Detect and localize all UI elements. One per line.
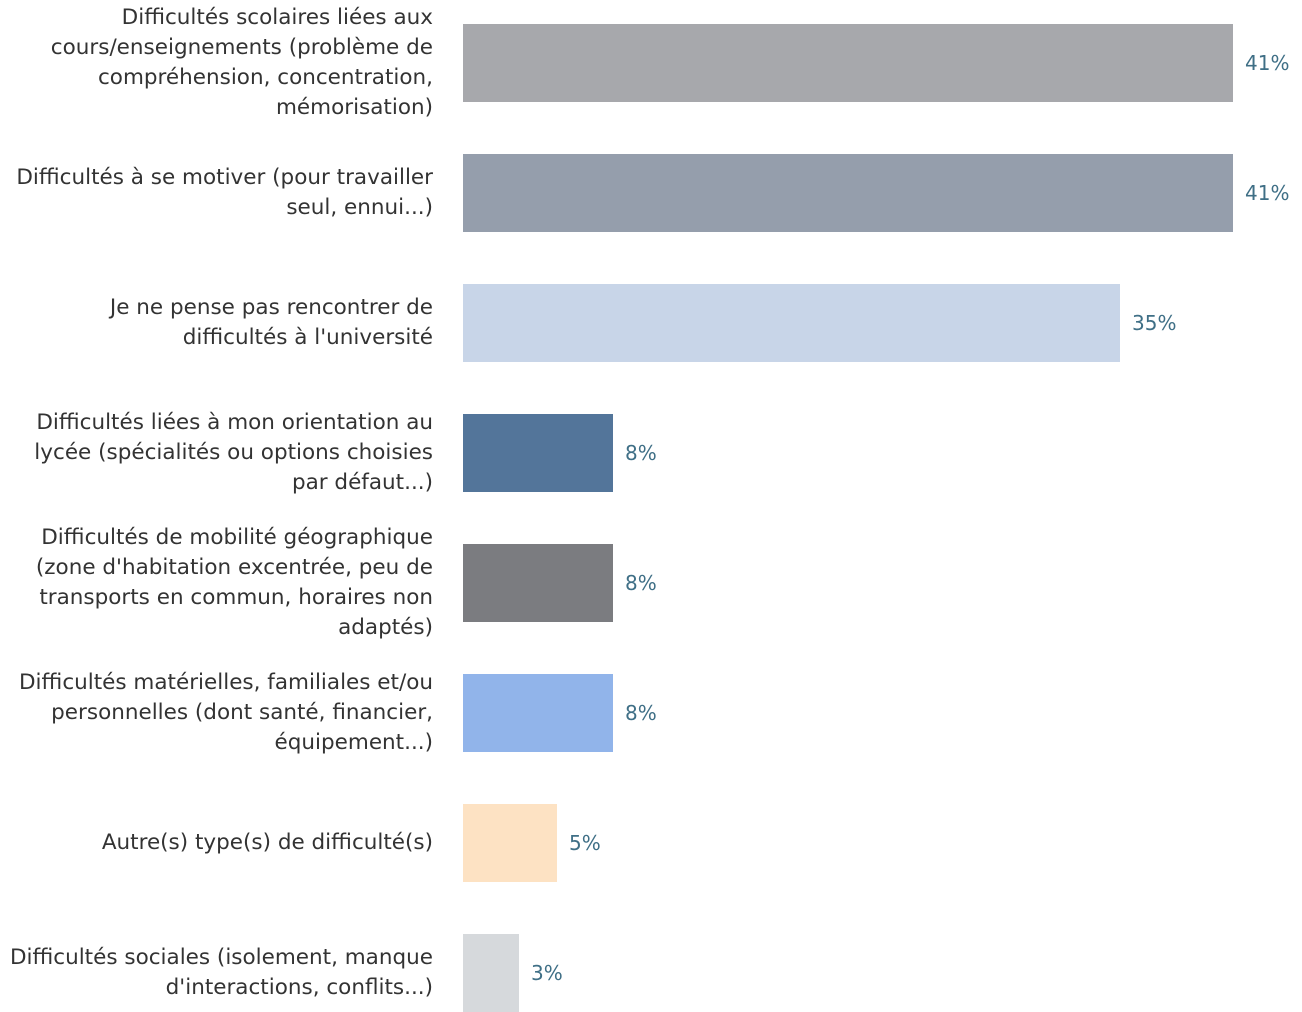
category-label: Difficultés sociales (isolement, manque … (9, 945, 433, 1000)
bar (463, 804, 557, 882)
value-label: 8% (625, 441, 657, 465)
value-label: 5% (569, 831, 601, 855)
value-label: 41% (1245, 181, 1290, 205)
category-label: Difficultés matérielles, familiales et/o… (19, 670, 433, 755)
category-label: Difficultés scolaires liées aux cours/en… (50, 5, 433, 120)
bar (463, 284, 1120, 362)
value-label: 41% (1245, 51, 1290, 75)
value-label: 35% (1132, 311, 1177, 335)
bar (463, 544, 613, 622)
bar (463, 24, 1233, 102)
bar (463, 934, 519, 1012)
category-label: Je ne pense pas rencontrer de difficulté… (109, 295, 433, 350)
category-label: Autre(s) type(s) de difficulté(s) (101, 830, 433, 855)
bar (463, 154, 1233, 232)
bar (463, 674, 613, 752)
category-label: Difficultés de mobilité géographique (zo… (35, 525, 433, 640)
value-label: 8% (625, 701, 657, 725)
bar (463, 414, 613, 492)
value-label: 8% (625, 571, 657, 595)
value-label: 3% (531, 961, 563, 985)
category-label: Difficultés à se motiver (pour travaille… (16, 165, 433, 220)
category-label: Difficultés liées à mon orientation au l… (34, 410, 433, 495)
